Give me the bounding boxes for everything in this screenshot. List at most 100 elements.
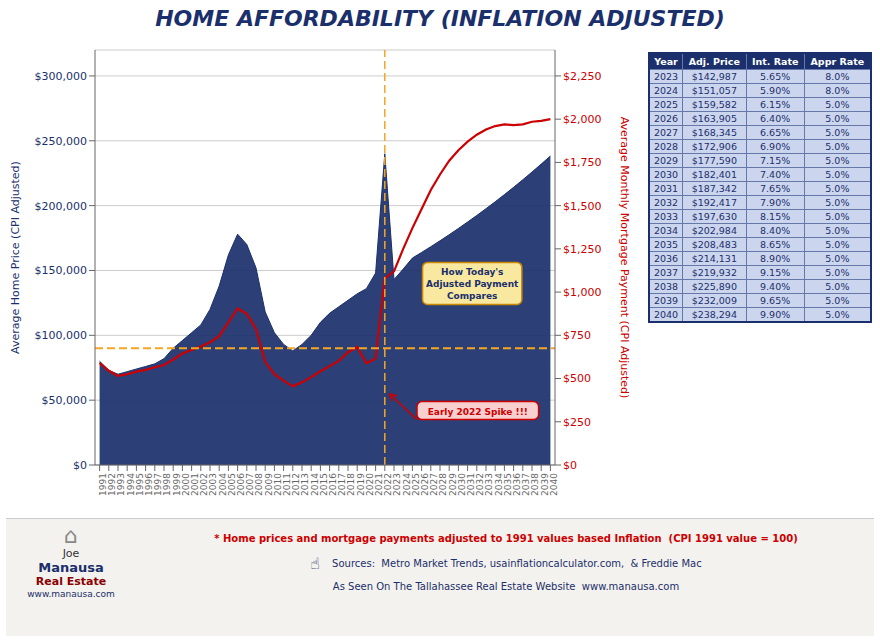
html-text:Int. Rate: Int. Rate [751,56,799,67]
html-text:Manausa: Manausa [38,559,104,575]
svg-text:2018: 2018 [346,473,357,496]
svg-text:2005: 2005 [226,473,237,496]
html-text:5.0%: 5.0% [825,113,850,124]
svg-text:1992: 1992 [107,473,118,496]
svg-text:2033: 2033 [484,473,495,496]
svg-text:$100,000: $100,000 [35,329,88,342]
html-text:2025: 2025 [653,99,679,110]
svg-text:2039: 2039 [539,473,550,496]
html-text:Joe: Joe [62,547,80,561]
svg-text:2025: 2025 [410,473,421,496]
svg-text:$1,250: $1,250 [563,243,602,256]
svg-text:Average Home Price (CPI Adjust: Average Home Price (CPI Adjusted) [9,161,22,354]
svg-text:$750: $750 [563,329,591,342]
svg-text:2024: 2024 [401,473,412,496]
html-text:$172,906: $172,906 [691,141,737,152]
svg-text:2040: 2040 [549,473,559,496]
html-text:2029: 2029 [653,155,679,166]
svg-text:$2,250: $2,250 [563,70,602,83]
html-text:5.0%: 5.0% [825,141,850,152]
html-text:8.0%: 8.0% [825,71,850,82]
svg-text:2032: 2032 [475,473,486,496]
svg-text:2000: 2000 [180,473,191,496]
svg-text:2013: 2013 [300,473,311,496]
svg-text:1999: 1999 [171,473,182,496]
html-text:6.15%: 6.15% [760,99,791,110]
svg-text:Average Monthly Mortgage Payme: Average Monthly Mortgage Payment (CPI Ad… [618,117,631,399]
svg-text:$500: $500 [563,372,591,385]
svg-text:2009: 2009 [263,473,274,496]
svg-text:2038: 2038 [530,473,541,496]
svg-text:2020: 2020 [364,473,375,496]
svg-text:2034: 2034 [493,473,504,496]
svg-text:2017: 2017 [337,473,348,496]
svg-text:$50,000: $50,000 [42,394,88,407]
html-text:$182,401: $182,401 [691,169,737,180]
html-text:5.65%: 5.65% [760,71,791,82]
svg-text:2027: 2027 [429,473,440,496]
svg-text:Early 2022 Spike !!!: Early 2022 Spike !!! [428,407,528,417]
html-text:7.40%: 7.40% [760,169,791,180]
html-text:6.90%: 6.90% [760,141,791,152]
svg-text:2028: 2028 [438,473,449,496]
svg-text:2010: 2010 [272,473,283,496]
html-text:6.40%: 6.40% [760,113,791,124]
svg-text:2030: 2030 [456,473,467,496]
svg-text:2004: 2004 [217,473,228,496]
svg-text:$300,000: $300,000 [35,70,88,83]
html-text:Real Estate: Real Estate [35,574,107,588]
html-text:$142,987: $142,987 [691,71,737,82]
html-text:5.0%: 5.0% [825,127,850,138]
html-text:2027: 2027 [653,127,679,138]
svg-text:2019: 2019 [355,473,366,496]
svg-text:1995: 1995 [134,473,145,496]
html-text:Appr Rate: Appr Rate [810,56,865,67]
svg-text:2012: 2012 [291,473,302,496]
html-text:8.0%: 8.0% [825,85,850,96]
svg-text:$2,000: $2,000 [563,113,602,126]
html-text:$159,582: $159,582 [691,99,737,110]
svg-text:2035: 2035 [502,473,513,496]
svg-text:2023: 2023 [392,473,403,496]
svg-text:How Today'sAdjusted PaymentCom: How Today'sAdjusted PaymentCompares [426,267,519,301]
svg-text:2029: 2029 [447,473,458,496]
html-text:2023: 2023 [653,71,679,82]
svg-text:2007: 2007 [245,473,256,496]
html-text:Adj. Price: Adj. Price [688,56,740,67]
html-text:$163,905: $163,905 [691,113,737,124]
html-text:2026: 2026 [653,113,679,124]
html-text:Year: Year [654,56,678,67]
svg-text:2022: 2022 [383,473,394,496]
svg-text:2003: 2003 [208,473,219,496]
html-text:2028: 2028 [653,141,679,152]
svg-text:$250: $250 [563,416,591,429]
html-text:5.90%: 5.90% [760,85,791,96]
svg-text:2014: 2014 [309,473,320,496]
svg-text:1997: 1997 [153,473,164,496]
html-text:$168,345: $168,345 [691,127,737,138]
html-text:$177,590: $177,590 [691,155,737,166]
svg-text:1998: 1998 [162,473,173,496]
html-text:$151,057: $151,057 [691,85,737,96]
svg-text:2002: 2002 [199,473,210,496]
svg-text:$250,000: $250,000 [35,135,88,148]
html-text:5.0%: 5.0% [825,99,850,110]
svg-text:2015: 2015 [318,473,329,496]
svg-text:$150,000: $150,000 [35,264,88,277]
svg-text:$200,000: $200,000 [35,200,88,213]
svg-text:2037: 2037 [521,473,532,496]
html-text:2030: 2030 [653,169,679,180]
svg-text:$1,500: $1,500 [563,200,602,213]
svg-text:1994: 1994 [125,473,136,496]
html-text:HOME AFFORDABILITY (INFLATION: HOME AFFORDABILITY (INFLATION ADJUSTED) [155,6,725,31]
html-text:2024: 2024 [653,85,679,96]
html-text:6.65%: 6.65% [760,127,791,138]
svg-text:$0: $0 [563,459,577,472]
svg-text:$1,000: $1,000 [563,286,602,299]
svg-text:$0: $0 [73,459,87,472]
html-text:5.0%: 5.0% [825,155,850,166]
svg-text:1993: 1993 [116,473,127,496]
html-text:7.15%: 7.15% [760,155,791,166]
svg-text:$1,750: $1,750 [563,156,602,169]
svg-text:2008: 2008 [254,473,265,496]
